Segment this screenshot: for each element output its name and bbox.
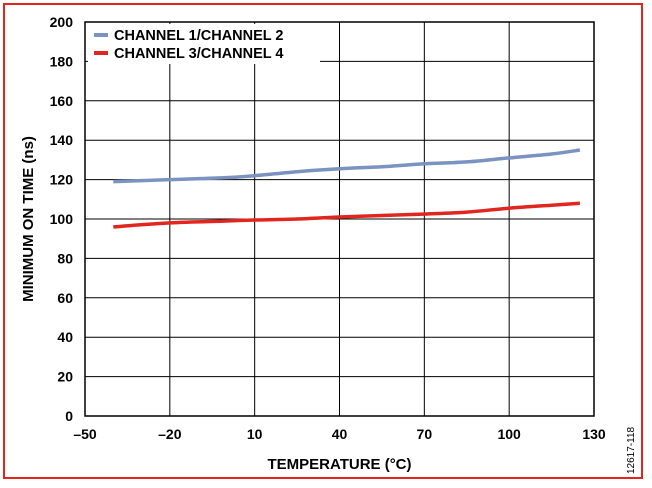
x-tick-label: 100 (497, 426, 521, 442)
legend: CHANNEL 1/CHANNEL 2 CHANNEL 3/CHANNEL 4 (88, 24, 320, 64)
x-tick-label: –50 (73, 426, 97, 442)
x-tick-label: –20 (158, 426, 182, 442)
figure-id: 12617-118 (626, 426, 637, 474)
y-tick-label: 80 (57, 250, 73, 266)
y-tick-label: 20 (57, 369, 73, 385)
x-tick-labels: –50 –20 10 40 70 100 130 (73, 426, 606, 442)
series-line-channel-3-4 (113, 201, 581, 229)
x-tick-label: 10 (247, 426, 263, 442)
y-tick-label: 0 (65, 408, 73, 424)
y-tick-label: 120 (50, 172, 74, 188)
series-layer (113, 148, 581, 229)
figure-frame (3, 3, 643, 479)
plot-border (84, 21, 595, 417)
y-tick-label: 60 (57, 290, 73, 306)
y-tick-label: 40 (57, 329, 73, 345)
y-tick-label: 180 (50, 53, 74, 69)
y-tick-labels: 0 20 40 60 80 100 120 140 160 180 200 (50, 14, 74, 424)
x-tick-label: 70 (417, 426, 433, 442)
x-axis-label: TEMPERATURE (°C) (267, 456, 411, 473)
x-tick-label: 40 (332, 426, 348, 442)
legend-background (88, 24, 320, 64)
y-tick-label: 200 (50, 14, 74, 30)
y-tick-label: 140 (50, 132, 74, 148)
y-axis-label: MINIMUM ON TIME (ns) (20, 136, 37, 302)
legend-label-channel-3-4: CHANNEL 3/CHANNEL 4 (114, 46, 283, 62)
legend-label-channel-1-2: CHANNEL 1/CHANNEL 2 (114, 28, 283, 44)
grid (85, 22, 594, 416)
series-line-channel-1-2 (113, 148, 581, 184)
x-tick-label: 130 (582, 426, 606, 442)
y-tick-label: 160 (50, 93, 74, 109)
y-tick-label: 100 (50, 211, 74, 227)
